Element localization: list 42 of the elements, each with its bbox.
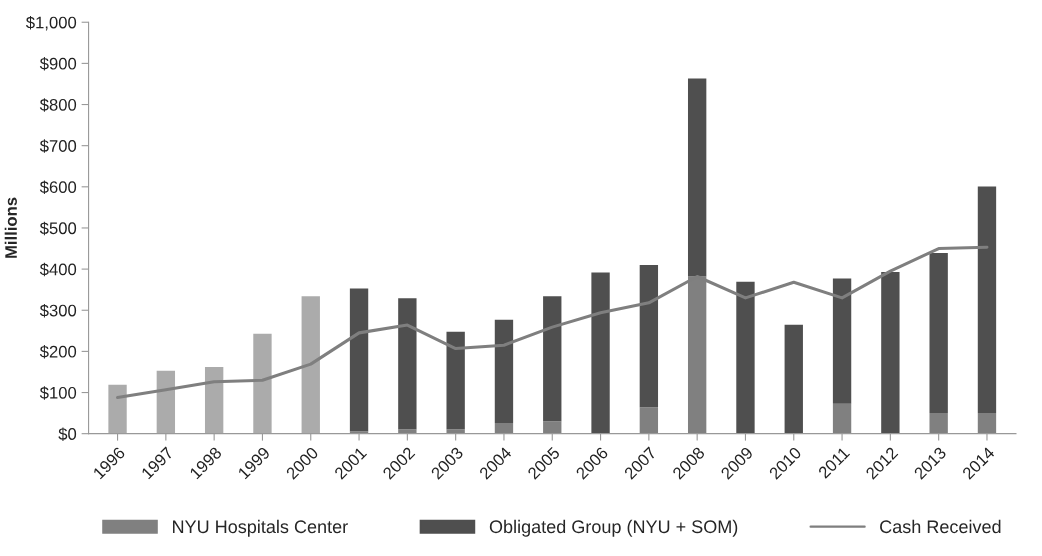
y-tick-label: $600 — [39, 180, 77, 195]
bar — [108, 384, 127, 434]
y-tick-label: $500 — [39, 221, 77, 236]
y-tick-label: $800 — [39, 98, 77, 112]
legend-label: Obligated Group (NYU + SOM) — [489, 519, 738, 537]
bar — [253, 333, 272, 434]
bar — [929, 413, 948, 434]
bar — [543, 296, 562, 422]
bar — [494, 319, 514, 423]
y-tick-label: $0 — [58, 427, 77, 441]
bar — [977, 186, 997, 414]
bar — [832, 278, 852, 404]
y-tick-label: $200 — [39, 345, 77, 359]
bar — [832, 403, 852, 434]
bar — [639, 264, 659, 408]
bar — [639, 407, 659, 434]
bar — [977, 413, 997, 434]
bar — [349, 288, 369, 432]
bar — [591, 272, 610, 434]
y-axis-title: Millions — [4, 197, 17, 258]
bar — [446, 331, 465, 430]
bar — [736, 281, 755, 434]
bar — [543, 421, 562, 434]
bar — [687, 78, 707, 277]
y-tick-label: $1,000 — [25, 15, 77, 31]
bar — [784, 324, 803, 434]
y-tick-label: $100 — [39, 386, 77, 400]
bar — [881, 271, 900, 434]
bar — [446, 429, 465, 434]
bar — [156, 370, 176, 434]
y-tick-label: $400 — [39, 262, 77, 277]
bar — [398, 429, 417, 434]
legend-label: NYU Hospitals Center — [173, 519, 348, 537]
bar — [929, 253, 948, 414]
bar — [301, 296, 320, 434]
y-tick-label: $700 — [39, 139, 77, 153]
y-tick-label: $300 — [39, 303, 77, 318]
bar — [204, 367, 224, 434]
legend-label: Cash Received — [880, 519, 1001, 534]
bar — [494, 422, 514, 434]
bar — [398, 298, 417, 430]
y-tick-label: $900 — [39, 57, 77, 71]
